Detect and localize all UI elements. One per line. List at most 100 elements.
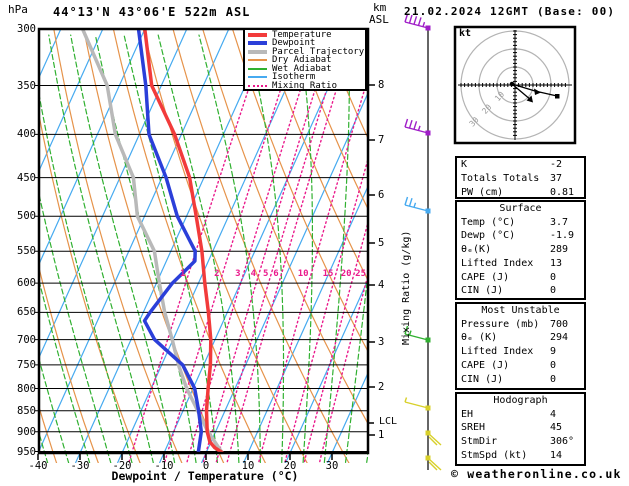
km-tick-label: 1	[378, 429, 385, 441]
table-row-value: 0	[550, 271, 557, 283]
legend-label: Temperature	[272, 30, 332, 40]
table-row-value: 700	[550, 318, 569, 330]
table-row-label: CAPE (J)	[461, 271, 510, 283]
km-ticks	[368, 84, 375, 436]
wind-barb	[425, 430, 442, 446]
wind-barb	[404, 397, 431, 411]
mixing-ratio-axis-label: Mixing Ratio (g/kg)	[401, 230, 412, 345]
km-tick-label: 8	[378, 79, 385, 91]
table-row-label: CIN (J)	[461, 285, 504, 297]
table-row: Lifted Index 9	[457, 345, 584, 359]
pressure-tick-label: 800	[17, 382, 36, 395]
table-row: Temp (°C) 3.7	[457, 216, 584, 230]
legend-line-sample	[248, 59, 267, 62]
mixing-ratio-value-label: 2	[214, 269, 220, 279]
pressure-tick-label: 700	[17, 333, 36, 346]
legend-label: Parcel Trajectory	[272, 46, 365, 57]
station-title: 44°13'N 43°06'E 522m ASL	[53, 5, 251, 19]
table-row-value: 9	[550, 346, 557, 358]
table-row-value: 0	[550, 373, 557, 385]
plot-frame	[37, 27, 370, 455]
km-tick-label: 3	[378, 336, 385, 348]
legend-label: Dry Adiabat	[272, 55, 332, 66]
legend: Temperature Dewpoint Parcel Trajectory Dry …	[243, 28, 367, 91]
pressure-tick-label: 450	[17, 171, 36, 184]
km-tick-label: 6	[378, 189, 385, 201]
temperature-curve	[143, 29, 224, 455]
temperature-tick-label: -10	[154, 460, 174, 472]
table-row-label: CAPE (J)	[461, 359, 510, 371]
index-table: Most Unstable Pressure (mb) 700 θₑ (K) 294 Li…	[455, 302, 586, 390]
table-row-label: θₑ (K)	[461, 332, 498, 344]
temperature-tick-label: -20	[112, 460, 132, 472]
km-tick-label: 7	[378, 134, 385, 146]
table-row-label: EH	[461, 408, 474, 420]
legend-item: Parcel Trajectory	[245, 46, 365, 57]
mixing-ratio-value-label: 6	[273, 269, 279, 279]
table-row-value: -1.9	[550, 230, 575, 242]
table-row-value: 0	[550, 285, 557, 297]
table-row-value: -2	[550, 159, 563, 170]
table-row: CAPE (J) 0	[457, 271, 584, 285]
wind-barb	[404, 325, 431, 343]
table-row-label: θₑ(K)	[461, 244, 492, 256]
index-table: Surface Temp (°C) 3.7 Dewp (°C) -1.9 θₑ(K) 289…	[455, 200, 586, 300]
table-row-value: 0.81	[550, 186, 575, 198]
table-row-label: PW (cm)	[461, 186, 504, 198]
mixing-ratio-value-label: 20	[340, 269, 352, 279]
table-row-label: StmDir	[461, 436, 498, 448]
table-row-label: CIN (J)	[461, 373, 504, 385]
table-row: PW (cm) 0.81	[457, 186, 584, 200]
table-row: Totals Totals 37	[457, 172, 584, 186]
lcl-label: LCL	[379, 416, 398, 427]
legend-label: Isotherm	[272, 72, 316, 83]
table-row-value: 306°	[550, 436, 575, 448]
index-table: Hodograph EH 4 SREH 45 StmDir 306° StmSpd (kt) 1…	[455, 392, 586, 466]
temperature-tick-label: 0	[202, 460, 210, 472]
copyright: © weatheronline.co.uk	[451, 467, 622, 481]
table-row-value: 294	[550, 332, 569, 344]
table-row: EH 4	[457, 408, 584, 422]
table-row: θₑ(K) 289	[457, 243, 584, 257]
table-row: SREH 45	[457, 421, 584, 435]
table-row: Dewp (°C) -1.9	[457, 229, 584, 243]
legend-item: Mixing Ratio	[245, 80, 365, 91]
legend-label: Dewpoint	[272, 38, 316, 49]
run-date: 21.02.2024 12GMT (Base: 00)	[404, 5, 616, 18]
temperature-tick-label: 30	[325, 460, 339, 472]
isotherm-lines	[39, 29, 368, 463]
mixing-ratio-value-label: 5	[262, 269, 269, 279]
temperature-tick-label: 10	[241, 460, 255, 472]
table-row: StmDir 306°	[457, 435, 584, 449]
wind-barb	[404, 118, 431, 136]
pressure-tick-label: 550	[17, 245, 36, 258]
wind-barb	[404, 196, 431, 214]
legend-label: Mixing Ratio	[272, 80, 338, 91]
table-row-label: Temp (°C)	[461, 216, 516, 228]
pressure-tick-label: 850	[17, 404, 36, 417]
pressure-tick-label: 500	[17, 210, 36, 223]
table-row-value: 14	[550, 449, 563, 461]
table-row: K -2	[457, 158, 584, 172]
table-row: CIN (J) 0	[457, 284, 584, 298]
altitude-axis-unit-asl: ASL	[369, 13, 389, 26]
pressure-tick-label: 300	[17, 23, 36, 35]
km-tick-label: 5	[378, 237, 385, 249]
legend-line-sample	[248, 76, 267, 79]
table-row-value: 3.7	[550, 216, 569, 228]
km-tick-label: 4	[378, 279, 385, 291]
table-row-label: Totals Totals	[461, 172, 540, 184]
temperature-tick-label: -30	[70, 460, 90, 472]
table-row-label: Lifted Index	[461, 346, 534, 358]
pressure-tick-label: 650	[17, 306, 36, 319]
legend-line-sample	[248, 49, 267, 54]
legend-line-sample	[248, 67, 267, 70]
table-row-label: StmSpd (kt)	[461, 449, 528, 461]
mixing-ratio-value-label: 25	[355, 269, 366, 279]
table-row-label: SREH	[461, 422, 486, 434]
temperature-ticks	[37, 454, 333, 460]
temperature-axis-label: Dewpoint / Temperature (°C)	[111, 469, 299, 483]
table-row: CAPE (J) 0	[457, 359, 584, 373]
